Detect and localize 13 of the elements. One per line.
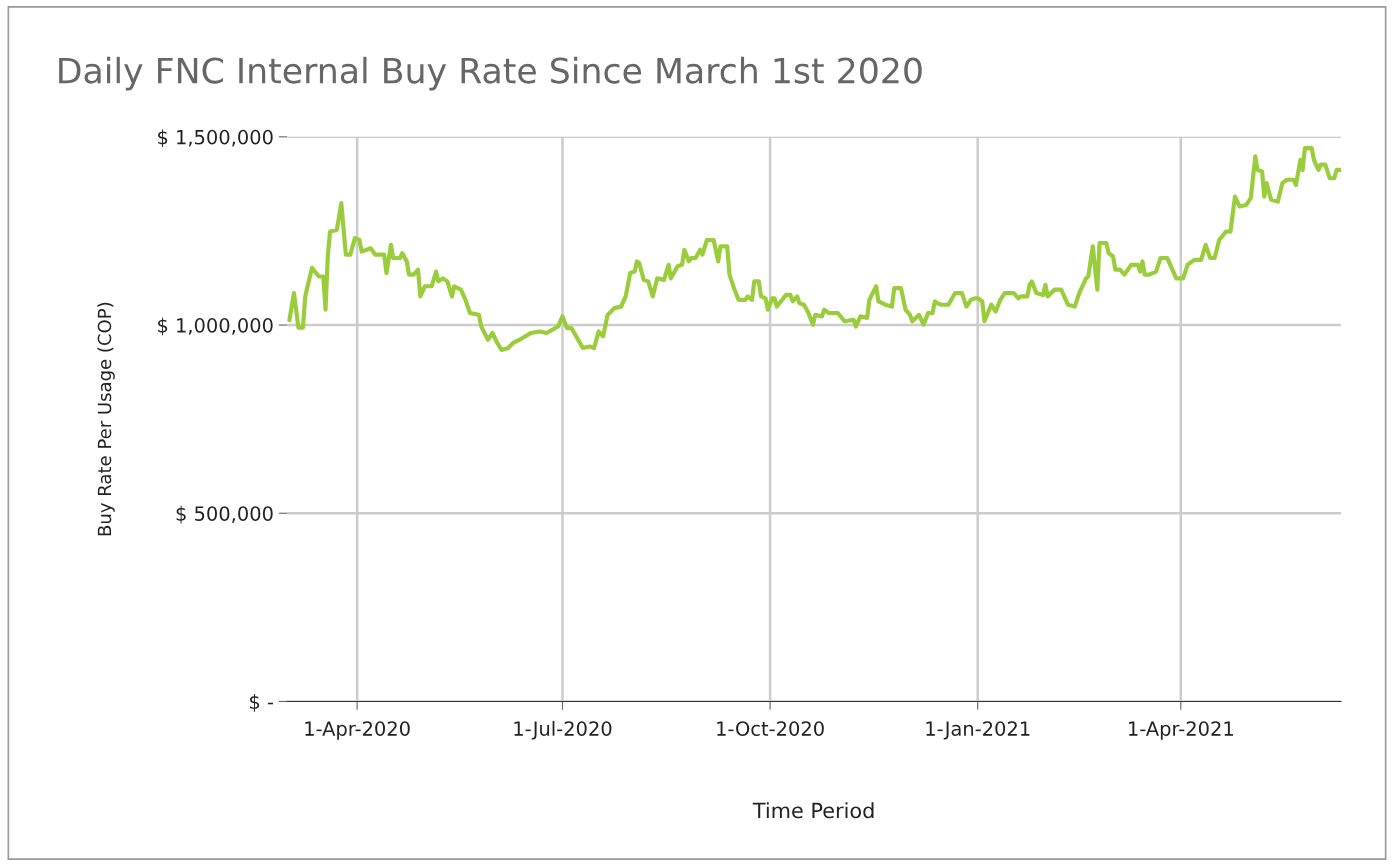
x-tick-label: 1-Jan-2021 [926,721,1030,740]
y-tick-label: $ - [250,694,274,712]
chart-title: Daily FNC Internal Buy Rate Since March 1st 2020 [59,56,922,91]
x-tick-label: 1-Oct-2020 [717,721,824,736]
line-series [287,146,1342,352]
x-tick-label: 1-Apr-2021 [1129,721,1233,740]
x-axis-title: Time Period [752,802,874,819]
y-axis-title: Buy Rate Per Usage (COP) [97,302,115,536]
y-tick-label: $ 1,500,000 [158,129,273,148]
x-tick-label: 1-Jul-2020 [514,720,612,740]
y-tick-label: $ 1,000,000 [158,317,273,336]
y-tick-label: $ 500,000 [176,505,273,524]
x-tick-label: 1-Apr-2020 [305,721,410,740]
